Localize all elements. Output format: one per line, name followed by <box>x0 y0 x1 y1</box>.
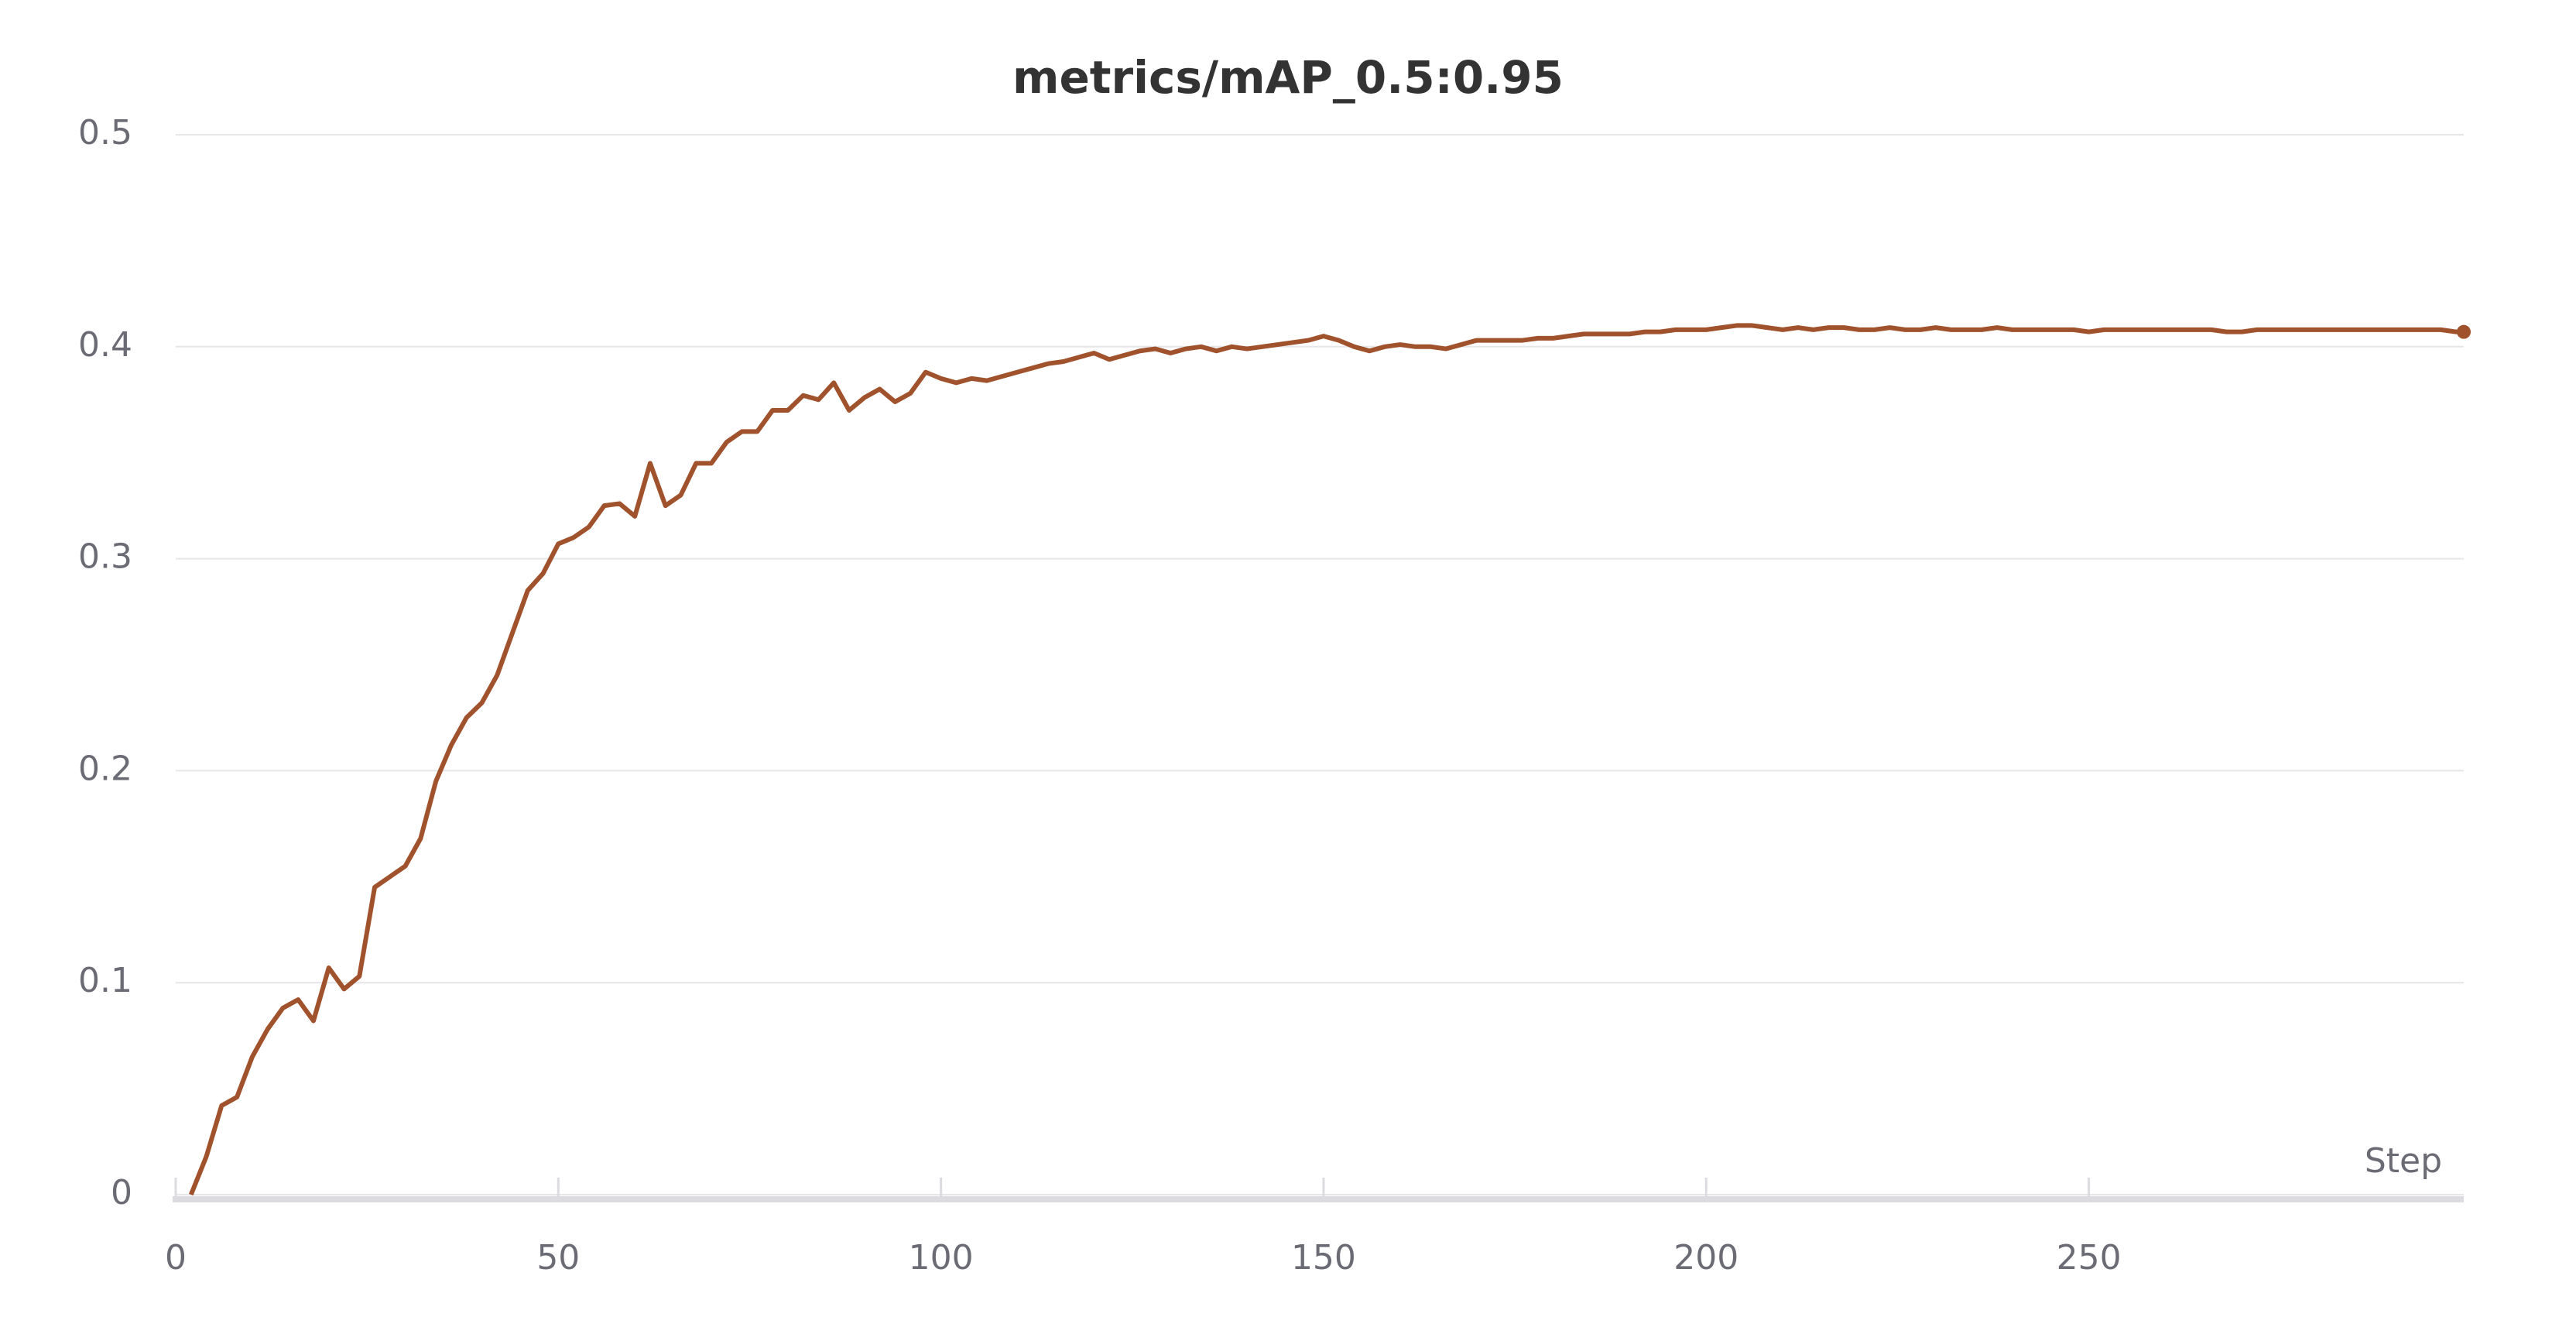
chart-title: metrics/mAP_0.5:0.95 <box>1012 51 1564 104</box>
y-tick-label: 0 <box>111 1173 132 1212</box>
x-tick-label: 100 <box>909 1238 974 1278</box>
y-tick-label: 0.3 <box>78 537 132 577</box>
x-axis-label: Step <box>2365 1141 2442 1181</box>
x-tick-label: 200 <box>1673 1238 1738 1278</box>
x-tick-label: 250 <box>2057 1238 2122 1278</box>
data-line <box>188 323 2464 1196</box>
x-tick-label: 0 <box>165 1238 187 1278</box>
y-tick-label: 0.1 <box>78 961 132 1000</box>
end-point <box>2457 324 2471 339</box>
y-tick-label: 0.4 <box>78 325 132 365</box>
y-tick-label: 0.2 <box>78 749 132 788</box>
y-tick-label: 0.5 <box>78 113 132 153</box>
x-tick-label: 50 <box>536 1238 580 1278</box>
x-tick-label: 150 <box>1291 1238 1356 1278</box>
